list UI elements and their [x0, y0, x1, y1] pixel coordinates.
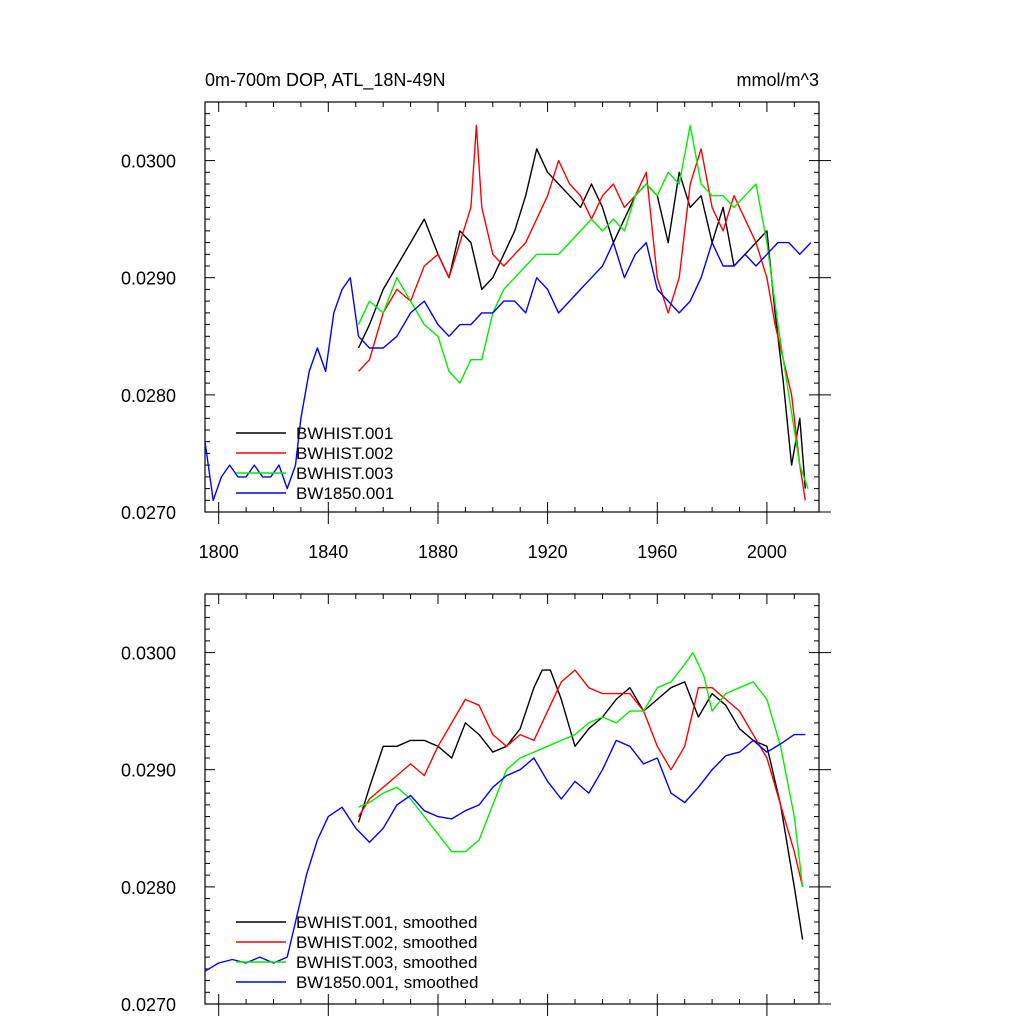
top-y-tick-label: 0.0300 [121, 152, 176, 172]
top-x-tick-label: 1880 [418, 542, 458, 562]
top-x-tick-label: 1840 [308, 542, 348, 562]
top-plot-frame [204, 101, 820, 513]
top-x-tick-label: 1920 [528, 542, 568, 562]
bottom-ticks: 0.0270 0.0280 0.0290 0.0300 [121, 593, 831, 1016]
bottom-panel: 0.0270 0.0280 0.0290 0.0300 BWHIST.001, smo… [121, 593, 831, 1016]
top-x-tick-label: 2000 [747, 542, 787, 562]
top-y-tick-label: 0.0280 [121, 386, 176, 406]
legend-label: BWHIST.003 [296, 464, 393, 483]
series-line-bwhist-003-smoothed [358, 651, 804, 887]
bottom-y-tick-label: 0.0300 [121, 644, 176, 664]
series-line-bw1850-001-smoothed [204, 733, 806, 972]
bottom-plot-frame [204, 593, 820, 1005]
top-ticks: 1800 1840 1880 1920 1960 2000 0.0270 0.0280 0.02… [121, 101, 831, 562]
top-panel: 0m-700m DOP, ATL_18N-49N mmol/m^3 1800 18… [121, 70, 831, 562]
legend-label: BWHIST.001, smoothed [296, 913, 477, 932]
legend-label: BWHIST.002, smoothed [296, 933, 477, 952]
legend-label: BW1850.001, smoothed [296, 973, 478, 992]
top-chart-units: mmol/m^3 [737, 70, 819, 90]
top-x-tick-label: 1960 [637, 542, 677, 562]
top-x-tick-label: 1800 [199, 542, 239, 562]
legend-label: BWHIST.002 [296, 444, 393, 463]
bottom-series-lines [204, 651, 806, 972]
series-line-bwhist-002 [357, 124, 806, 501]
series-line-bwhist-002-smoothed [357, 669, 804, 888]
bottom-y-tick-label: 0.0280 [121, 878, 176, 898]
bottom-y-tick-label: 0.0270 [121, 995, 176, 1015]
top-series-lines [204, 124, 812, 501]
top-chart-title: 0m-700m DOP, ATL_18N-49N [205, 70, 445, 91]
legend-label: BW1850.001 [296, 484, 394, 503]
series-line-bw1850-001 [204, 241, 812, 501]
legend-label: BWHIST.003, smoothed [296, 953, 477, 972]
series-line-bwhist-003 [357, 124, 809, 489]
top-y-tick-label: 0.0290 [121, 269, 176, 289]
legend-label: BWHIST.001 [296, 424, 393, 443]
series-line-bwhist-001-smoothed [357, 669, 804, 940]
bottom-y-tick-label: 0.0290 [121, 761, 176, 781]
top-y-tick-label: 0.0270 [121, 503, 176, 523]
